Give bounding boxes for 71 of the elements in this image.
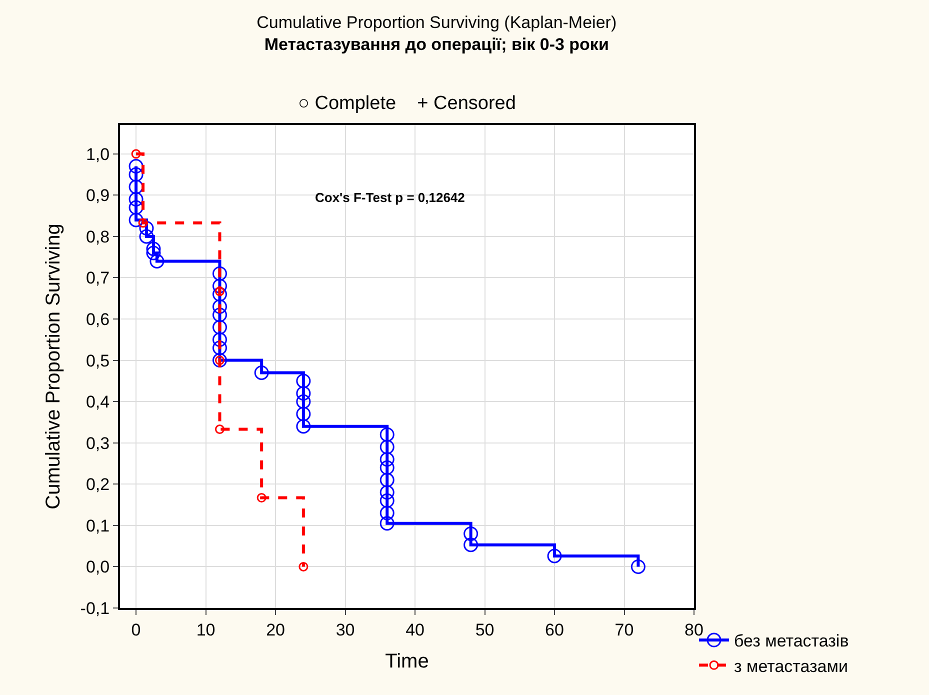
legend-label: без метастазів <box>734 632 849 651</box>
point <box>128 159 144 174</box>
point <box>380 493 394 508</box>
chart-title: Cumulative Proportion Surviving (Kaplan-Meier) <box>256 12 617 32</box>
point <box>380 452 394 467</box>
point <box>128 200 144 215</box>
x-tick-label: 10 <box>196 620 216 640</box>
point <box>139 220 154 236</box>
point <box>380 472 394 488</box>
x-tick-label: 70 <box>614 620 634 640</box>
x-tick-label: 30 <box>336 620 355 640</box>
point <box>212 299 227 314</box>
chart-subtitle: Метастазування до операції; вік 0-3 роки <box>264 34 609 54</box>
point <box>380 485 394 500</box>
y-tick-label: -0,1 <box>80 598 110 618</box>
point <box>212 278 227 294</box>
point <box>630 559 646 574</box>
point <box>296 394 311 409</box>
y-tick-label: 0,6 <box>86 310 110 329</box>
point <box>139 229 154 244</box>
point <box>254 365 269 380</box>
point <box>146 246 161 260</box>
point <box>131 149 141 159</box>
y-tick-label: 0,4 <box>86 392 110 412</box>
point <box>464 538 478 552</box>
point <box>212 320 227 335</box>
point <box>296 419 311 434</box>
point <box>547 548 562 564</box>
y-tick-label: 0,0 <box>86 558 110 577</box>
legend-label: з метастазами <box>734 656 848 676</box>
y-tick-label: 0,7 <box>86 268 110 288</box>
point <box>214 424 224 434</box>
point <box>256 493 266 503</box>
x-tick-label: 80 <box>684 620 704 640</box>
point <box>380 440 394 454</box>
x-axis-title: Time <box>385 650 429 672</box>
x-tick-label: 60 <box>545 620 564 640</box>
point <box>212 340 227 356</box>
point <box>212 266 227 281</box>
point <box>138 218 148 228</box>
point <box>128 192 144 207</box>
point <box>128 180 144 194</box>
text: ○ Complete + Censored <box>298 93 516 114</box>
x-tick-label: 50 <box>475 620 494 640</box>
y-tick-label: 0,5 <box>86 351 110 370</box>
y-tick-label: 1,0 <box>86 144 110 164</box>
point <box>380 516 394 531</box>
point <box>298 562 308 572</box>
point <box>296 386 311 401</box>
x-tick-label: 20 <box>266 620 285 640</box>
point <box>380 506 394 520</box>
point <box>296 406 311 422</box>
x-tick-label: 0 <box>131 620 141 640</box>
point <box>212 332 227 347</box>
y-tick-label: 0,9 <box>86 186 110 206</box>
point <box>128 167 144 182</box>
point <box>380 427 394 442</box>
y-tick-label: 0,1 <box>86 516 110 536</box>
y-tick-label: 0,2 <box>86 475 110 494</box>
x-tick-label: 40 <box>406 620 424 640</box>
point <box>296 374 311 388</box>
point <box>128 212 144 228</box>
y-tick-label: 0,8 <box>86 227 110 246</box>
annotation: Cox's F-Test p = 0,12642 <box>315 190 465 205</box>
y-axis-title: Cumulative Proportion Surviving <box>42 224 64 510</box>
y-tick-label: 0,3 <box>86 434 110 453</box>
point <box>380 460 394 475</box>
point <box>212 308 227 322</box>
point <box>464 526 478 541</box>
point <box>146 242 161 256</box>
point <box>150 254 164 268</box>
